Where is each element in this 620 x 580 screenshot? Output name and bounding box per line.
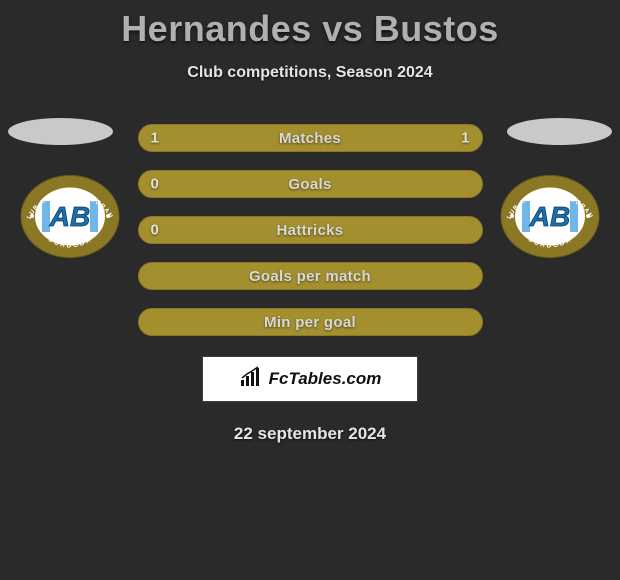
stat-left-value: 0 bbox=[151, 222, 159, 239]
page-title: Hernandes vs Bustos bbox=[0, 8, 620, 50]
stat-bars: 1 Matches 1 0 Goals 0 Hattricks Goals pe… bbox=[138, 124, 483, 336]
stat-bar-hattricks: 0 Hattricks bbox=[138, 216, 483, 244]
subtitle: Club competitions, Season 2024 bbox=[0, 64, 620, 82]
stat-bar-matches: 1 Matches 1 bbox=[138, 124, 483, 152]
club-badge-left: CLUB ATLETICO BELGRANO CORDOBA AB bbox=[20, 174, 120, 259]
svg-text:AB: AB bbox=[529, 201, 570, 232]
stat-label: Goals per match bbox=[249, 268, 371, 285]
stat-label: Hattricks bbox=[277, 222, 344, 239]
stat-bar-goals: 0 Goals bbox=[138, 170, 483, 198]
stat-label: Matches bbox=[279, 130, 341, 147]
stat-label: Goals bbox=[288, 176, 331, 193]
brand-chart-icon bbox=[239, 366, 263, 393]
avatar-placeholder-right bbox=[507, 118, 612, 145]
brand-text: FcTables.com bbox=[269, 369, 382, 389]
svg-text:AB: AB bbox=[49, 201, 90, 232]
stat-bar-min-per-goal: Min per goal bbox=[138, 308, 483, 336]
date-text: 22 september 2024 bbox=[0, 424, 620, 444]
stats-area: CLUB ATLETICO BELGRANO CORDOBA AB CLUB A… bbox=[0, 124, 620, 444]
stat-right-value: 1 bbox=[461, 130, 469, 147]
stat-left-value: 1 bbox=[151, 130, 159, 147]
club-badge-right: CLUB ATLETICO BELGRANO CORDOBA AB bbox=[500, 174, 600, 259]
avatar-placeholder-left bbox=[8, 118, 113, 145]
brand-box: FcTables.com bbox=[202, 356, 418, 402]
stat-left-value: 0 bbox=[151, 176, 159, 193]
stat-bar-goals-per-match: Goals per match bbox=[138, 262, 483, 290]
stat-label: Min per goal bbox=[264, 314, 356, 331]
